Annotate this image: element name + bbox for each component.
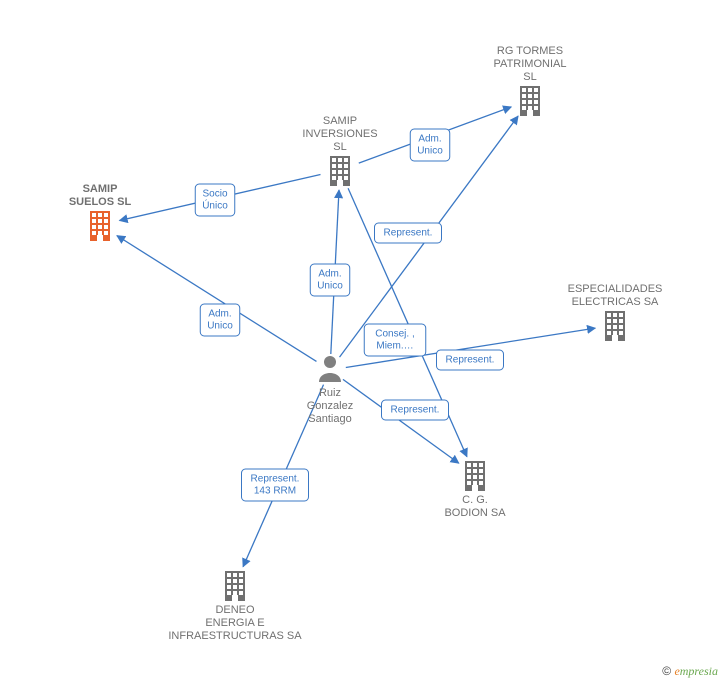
svg-text:SAMIP: SAMIP xyxy=(323,115,357,127)
company-node: ESPECIALIDADESELECTRICAS SA xyxy=(568,283,663,341)
svg-text:ELECTRICAS SA: ELECTRICAS SA xyxy=(572,296,659,308)
svg-text:Socio: Socio xyxy=(202,189,227,200)
edge-label: Adm.Unico xyxy=(410,129,450,161)
svg-text:Represent.: Represent. xyxy=(391,405,440,416)
edge-label: Represent. xyxy=(375,223,442,243)
svg-text:Unico: Unico xyxy=(317,281,343,292)
svg-text:ENERGIA E: ENERGIA E xyxy=(205,617,264,629)
svg-text:C. G.: C. G. xyxy=(462,494,488,506)
svg-text:Represent.: Represent. xyxy=(384,228,433,239)
edge-label: Adm.Unico xyxy=(310,264,350,296)
svg-text:SL: SL xyxy=(333,141,346,153)
copyright-footer: © empresia xyxy=(662,664,718,679)
svg-text:BODION SA: BODION SA xyxy=(444,507,506,519)
edge-label: SocioÚnico xyxy=(195,184,235,216)
svg-text:SUELOS SL: SUELOS SL xyxy=(69,196,132,208)
svg-text:Miem.…: Miem.… xyxy=(376,341,413,352)
svg-text:Unico: Unico xyxy=(207,321,233,332)
svg-text:SAMIP: SAMIP xyxy=(83,183,118,195)
svg-text:Adm.: Adm. xyxy=(318,269,341,280)
copyright-symbol: © xyxy=(662,664,671,678)
company-node: DENEOENERGIA EINFRAESTRUCTURAS SA xyxy=(168,571,302,642)
edge xyxy=(117,236,317,362)
edge xyxy=(343,379,459,463)
svg-text:PATRIMONIAL: PATRIMONIAL xyxy=(494,58,567,70)
svg-text:Adm.: Adm. xyxy=(418,134,441,145)
svg-text:INVERSIONES: INVERSIONES xyxy=(302,128,377,140)
svg-text:Consej. ,: Consej. , xyxy=(375,329,414,340)
svg-text:Santiago: Santiago xyxy=(308,413,351,425)
edge-label: Consej. ,Miem.… xyxy=(364,324,426,356)
brand-rest: mpresia xyxy=(680,664,718,678)
relationship-network-diagram: SAMIPINVERSIONESSLRG TORMESPATRIMONIALSL… xyxy=(0,0,728,685)
svg-text:Gonzalez: Gonzalez xyxy=(307,400,353,412)
svg-text:143 RRM: 143 RRM xyxy=(254,486,296,497)
svg-text:SL: SL xyxy=(523,71,536,83)
svg-text:Represent.: Represent. xyxy=(251,474,300,485)
svg-text:INFRAESTRUCTURAS SA: INFRAESTRUCTURAS SA xyxy=(168,630,302,642)
company-node: SAMIPINVERSIONESSL xyxy=(302,115,377,186)
svg-text:ESPECIALIDADES: ESPECIALIDADES xyxy=(568,283,663,295)
svg-text:Adm.: Adm. xyxy=(208,309,231,320)
company-node: SAMIPSUELOS SL xyxy=(69,183,132,241)
svg-text:Unico: Unico xyxy=(417,146,443,157)
edge-label: Represent.143 RRM xyxy=(242,469,309,501)
svg-text:Ruiz: Ruiz xyxy=(319,387,341,399)
edge-label: Represent. xyxy=(437,350,504,370)
svg-text:Represent.: Represent. xyxy=(446,355,495,366)
svg-text:RG TORMES: RG TORMES xyxy=(497,45,563,57)
svg-text:Único: Único xyxy=(202,199,228,212)
edge-label: Adm.Unico xyxy=(200,304,240,336)
person-node: RuizGonzalezSantiago xyxy=(307,356,353,425)
company-node: RG TORMESPATRIMONIALSL xyxy=(494,45,567,116)
company-node: C. G.BODION SA xyxy=(444,461,506,519)
edge-label: Represent. xyxy=(382,400,449,420)
svg-text:DENEO: DENEO xyxy=(215,604,255,616)
